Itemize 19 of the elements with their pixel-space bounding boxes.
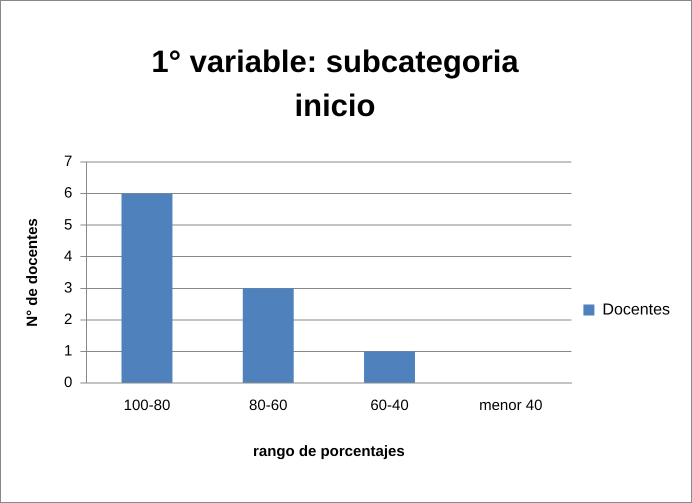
y-tick-label: 1 bbox=[64, 342, 72, 360]
y-tick-label: 7 bbox=[64, 153, 72, 170]
y-tick-label: 6 bbox=[64, 184, 72, 202]
y-tick-label: 2 bbox=[64, 311, 72, 328]
bar bbox=[242, 288, 294, 382]
y-tick-label: 0 bbox=[64, 374, 72, 392]
x-tick-label: 80-60 bbox=[249, 397, 288, 414]
y-tick-label: 4 bbox=[64, 248, 72, 265]
chart-title: 1° variable: subcategoria inicio bbox=[150, 43, 520, 125]
x-tick-label: 60-40 bbox=[370, 397, 409, 414]
x-axis-title: rango de porcentajes bbox=[253, 443, 405, 460]
x-tick-label: menor 40 bbox=[479, 397, 542, 414]
y-tick-label: 5 bbox=[64, 216, 72, 234]
y-tick-label: 3 bbox=[64, 279, 72, 296]
legend-label: Docentes bbox=[602, 301, 670, 318]
bar bbox=[364, 351, 415, 382]
x-tick-label: 100-80 bbox=[124, 397, 170, 414]
y-axis-title: N° de docentes bbox=[24, 218, 42, 327]
bar bbox=[122, 194, 172, 382]
